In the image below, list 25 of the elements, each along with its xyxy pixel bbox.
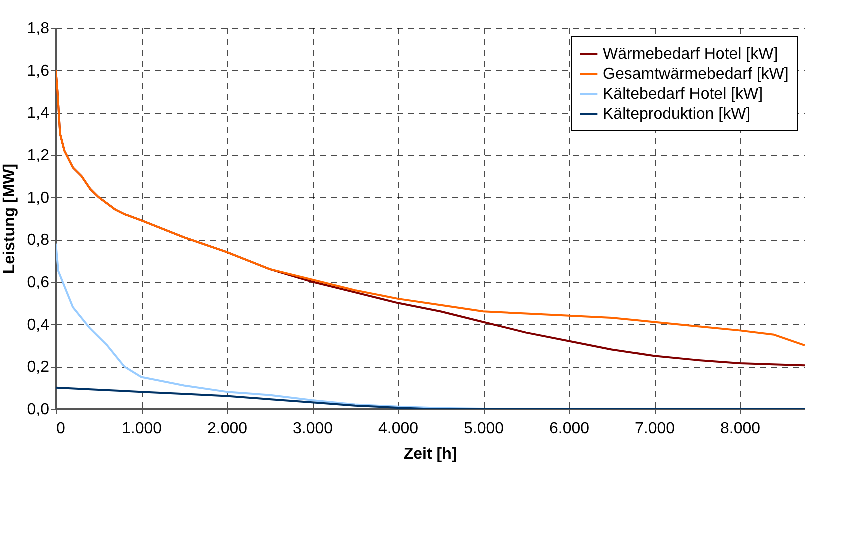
x-tick-label: 4.000 — [378, 420, 419, 438]
legend-label: Wärmebedarf Hotel [kW] — [603, 46, 778, 63]
y-tick-label: 0,4 — [27, 316, 50, 334]
x-tick-label: 7.000 — [634, 420, 676, 438]
x-tick-label: 1.000 — [122, 420, 162, 438]
y-tick-label: 0,2 — [27, 359, 50, 376]
x-tick-label: 8.000 — [720, 420, 761, 438]
x-tick-label: 5.000 — [464, 420, 504, 438]
x-tick-label: 3.000 — [292, 420, 334, 438]
legend-label: Kältebedarf Hotel [kW] — [603, 86, 764, 103]
x-tick-label: 6.000 — [549, 420, 590, 438]
y-axis-title: Leistung [MW] — [1, 164, 18, 274]
legend-label: Kälteproduktion [kW] — [603, 106, 751, 123]
y-tick-label: 1,6 — [27, 62, 50, 80]
x-tick-label: 2.000 — [207, 420, 248, 438]
x-tick-label: 0 — [56, 420, 66, 438]
x-axis-title: Zeit [h] — [404, 446, 458, 463]
y-tick-label: 1,0 — [27, 190, 50, 207]
legend-label: Gesamtwärmebedarf [kW] — [603, 66, 789, 83]
y-tick-label: 1,4 — [27, 105, 50, 122]
y-tick-label: 1,8 — [27, 20, 50, 38]
y-tick-label: 0,8 — [27, 232, 50, 250]
y-tick-label: 0,0 — [27, 402, 50, 418]
y-tick-label: 1,2 — [27, 148, 50, 164]
y-tick-label: 0,6 — [27, 274, 50, 292]
